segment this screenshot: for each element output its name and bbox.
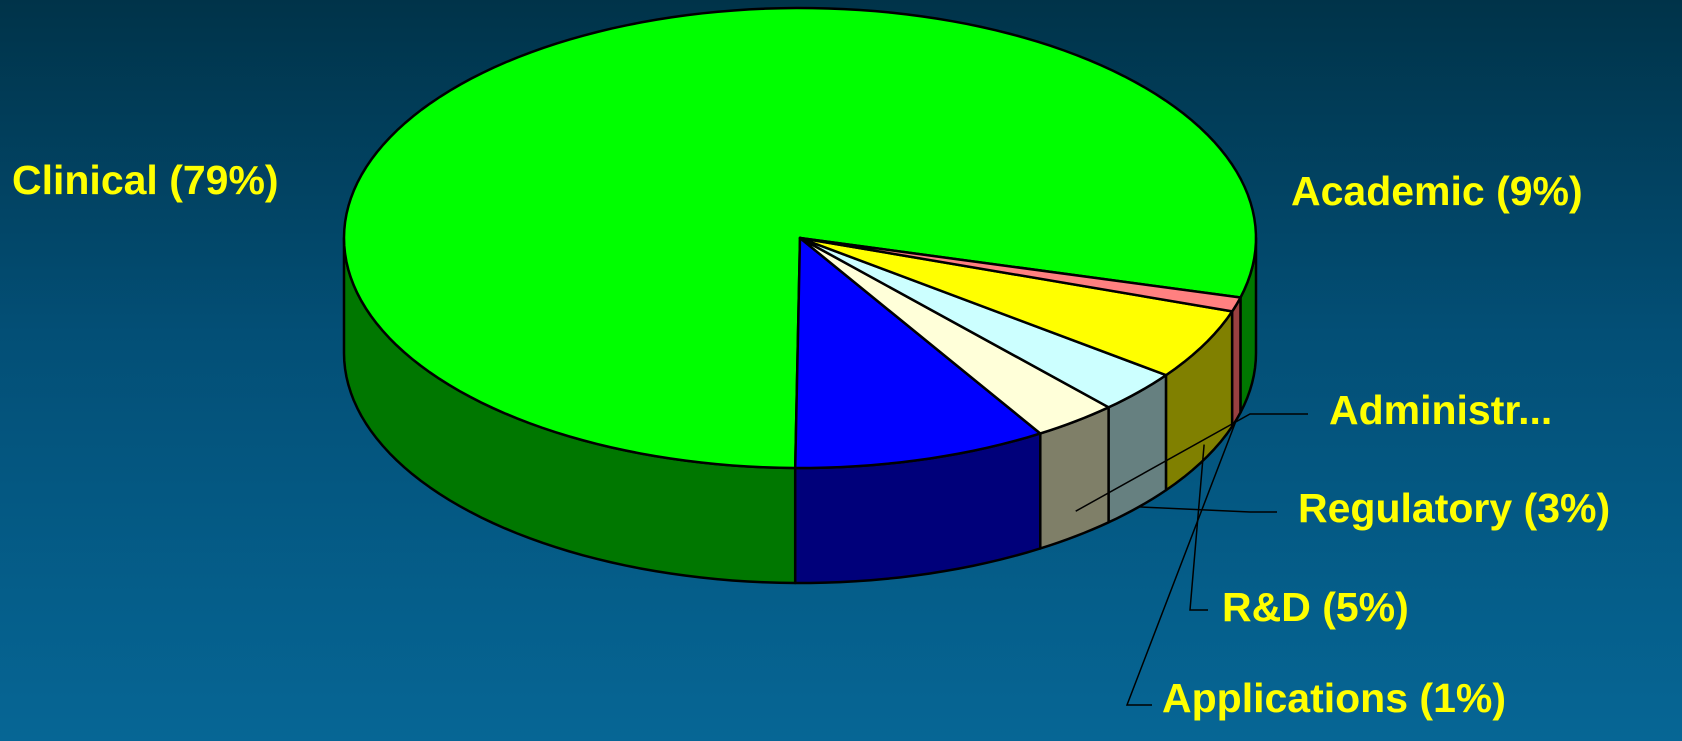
pie-slice-academic bbox=[793, 236, 1042, 470]
slice-label-rnd: R&D (5%) bbox=[1222, 584, 1409, 630]
leader-line-regulatory bbox=[1138, 506, 1277, 513]
pie-slice-applications bbox=[798, 236, 1242, 313]
leader-line-rnd bbox=[1189, 444, 1208, 611]
pie-slice-regulatory bbox=[798, 236, 1168, 409]
pie-side-applications bbox=[1230, 296, 1242, 428]
leader-lines bbox=[1075, 413, 1308, 706]
slice-label-academic: Academic (9%) bbox=[1291, 168, 1583, 214]
pie-top-faces bbox=[342, 6, 1258, 470]
leader-line-administr bbox=[1075, 413, 1308, 512]
pie-slice-rnd bbox=[798, 236, 1234, 377]
slice-label-regulatory: Regulatory (3%) bbox=[1298, 485, 1610, 531]
slice-label-applications: Applications (1%) bbox=[1162, 675, 1506, 721]
slice-labels: Clinical (79%) Academic (9%) Administr..… bbox=[12, 157, 1610, 721]
slice-label-clinical: Clinical (79%) bbox=[12, 157, 279, 203]
slice-label-administr: Administr... bbox=[1329, 387, 1552, 433]
leader-line-applications bbox=[1125, 419, 1238, 706]
pie-slice-administr bbox=[798, 236, 1110, 435]
